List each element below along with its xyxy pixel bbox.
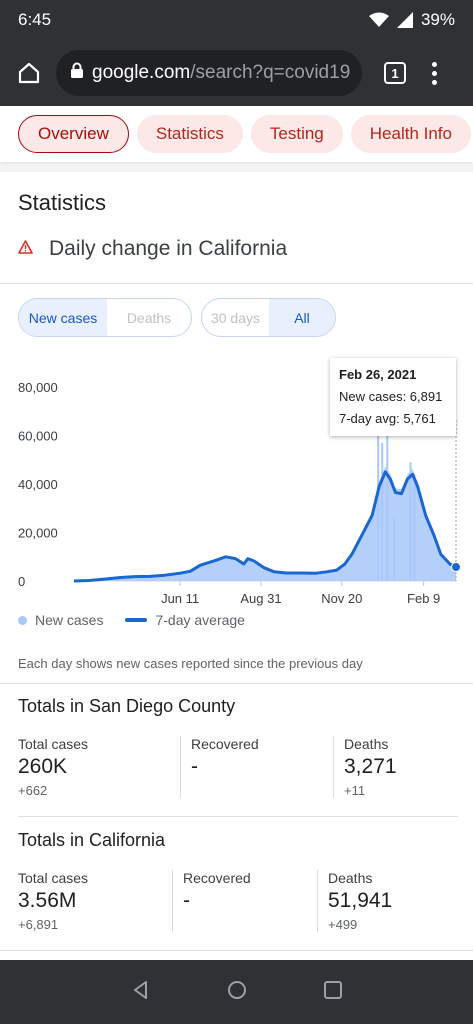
y-tick-label: 60,000 [18,429,58,444]
status-bar: 6:45 39% [0,0,473,40]
home-icon[interactable] [14,58,44,88]
cases-chart[interactable]: 80,000 60,000 40,000 20,000 0 Jun 11 Aug 31 Nov… [0,350,473,610]
new-cases-bar [409,462,412,581]
metric-toggle: New cases Deaths [18,298,192,337]
tooltip-avg: 7-day avg: 5,761 [339,411,436,426]
y-tick-label: 0 [18,574,25,589]
legend-bars-swatch [18,615,27,625]
san-diego-total-cases: Total cases 260K +662 [18,736,88,798]
stat-value: 51,941 [328,889,393,912]
section-divider [0,164,473,172]
divider [0,283,473,284]
stat-label: Recovered [183,870,251,886]
stat-delta: +11 [344,783,366,798]
chart-legend: New cases 7-day average [18,612,245,628]
stat-label: Total cases [18,736,89,752]
back-icon[interactable] [131,980,151,1005]
california-deaths: Deaths 51,941 +499 [328,870,392,932]
y-tick-label: 40,000 [18,477,58,492]
chart-svg: 80,000 60,000 40,000 20,000 0 Jun 11 Aug 31 Nov… [18,380,461,606]
column-divider [317,870,318,932]
column-divider [180,736,181,798]
browser-toolbar: google.com/search?q=covid19 1 [0,40,473,106]
new-cases-bar [386,406,389,581]
new-cases-bar [381,442,384,581]
new-cases-area [74,466,456,581]
chart-subtitle: Daily change in California [49,237,288,260]
more-options-icon[interactable] [432,61,437,85]
stat-label: Recovered [191,736,259,752]
stat-label: Total cases [18,870,89,886]
chart-note: Each day shows new cases reported since … [18,656,363,671]
section-title: Statistics [18,190,107,215]
legend-line-swatch [125,618,148,622]
tab-switcher-button[interactable]: 1 [384,62,406,84]
chart-tooltip: Feb 26, 2021 New cases: 6,891 7-day avg:… [330,358,456,436]
chip-testing[interactable]: Testing [250,115,343,153]
wifi-icon [368,12,389,28]
chip-health-info[interactable]: Health Info [350,115,471,153]
tooltip-new-cases: New cases: 6,891 [339,389,443,404]
toggle-all[interactable]: All [269,299,335,336]
x-tick-label: Aug 31 [240,591,281,606]
address-bar[interactable]: google.com/search?q=covid19 [56,50,362,96]
topic-chips: Overview Statistics Testing Health Info [0,106,473,162]
new-cases-bar [377,428,380,581]
california-recovered: Recovered - [183,870,251,913]
stat-value: 260K [18,755,68,778]
lock-icon [70,62,84,85]
divider [0,683,473,684]
tooltip-date: Feb 26, 2021 [339,367,417,382]
recents-icon[interactable] [323,980,343,1005]
toggle-new-cases[interactable]: New cases [19,299,107,336]
stat-delta: +499 [328,917,358,932]
divider [0,950,473,951]
hover-point [451,562,461,573]
signal-icon [396,12,413,28]
new-cases-bar [393,517,396,581]
seven-day-average-line [73,470,457,583]
subtitle-row: Daily change in California [18,237,287,261]
new-cases-bar [413,474,416,581]
stat-value: - [191,755,198,778]
url-domain: google.com [92,62,191,83]
san-diego-deaths: Deaths 3,271 +11 [344,736,397,798]
toggle-deaths[interactable]: Deaths [126,309,172,326]
stat-delta: +6,891 [18,917,59,932]
stat-value: - [183,889,190,912]
stat-label: Deaths [344,736,389,752]
legend-line-label: 7-day average [155,612,245,628]
x-tick-label: Nov 20 [321,591,362,606]
chip-statistics[interactable]: Statistics [136,115,243,153]
stat-delta: +662 [18,783,48,798]
san-diego-title: Totals in San Diego County [18,696,236,716]
chip-overview[interactable]: Overview [18,115,129,153]
battery-percent: 39% [420,10,455,29]
x-tick-label: Feb 9 [407,591,440,606]
stat-value: 3,271 [344,755,397,778]
system-nav-bar [0,960,473,1024]
stat-value: 3.56M [18,889,77,912]
divider [18,816,458,817]
warning-icon [18,239,33,259]
california-title: Totals in California [18,830,166,850]
url-path: /search?q=covid19 [190,62,351,83]
stat-label: Deaths [328,870,373,886]
california-total-cases: Total cases 3.56M +6,891 [18,870,88,932]
status-time: 6:45 [18,10,52,29]
home-circle-icon[interactable] [227,980,247,1005]
toggle-30-days[interactable]: 30 days [210,309,261,326]
legend-bars-label: New cases [35,612,104,628]
column-divider [172,870,173,932]
san-diego-recovered: Recovered - [191,736,259,779]
y-tick-label: 80,000 [18,380,58,395]
y-tick-label: 20,000 [18,526,58,541]
column-divider [333,736,334,798]
range-toggle: 30 days All [201,298,336,337]
x-tick-label: Jun 11 [161,591,199,606]
